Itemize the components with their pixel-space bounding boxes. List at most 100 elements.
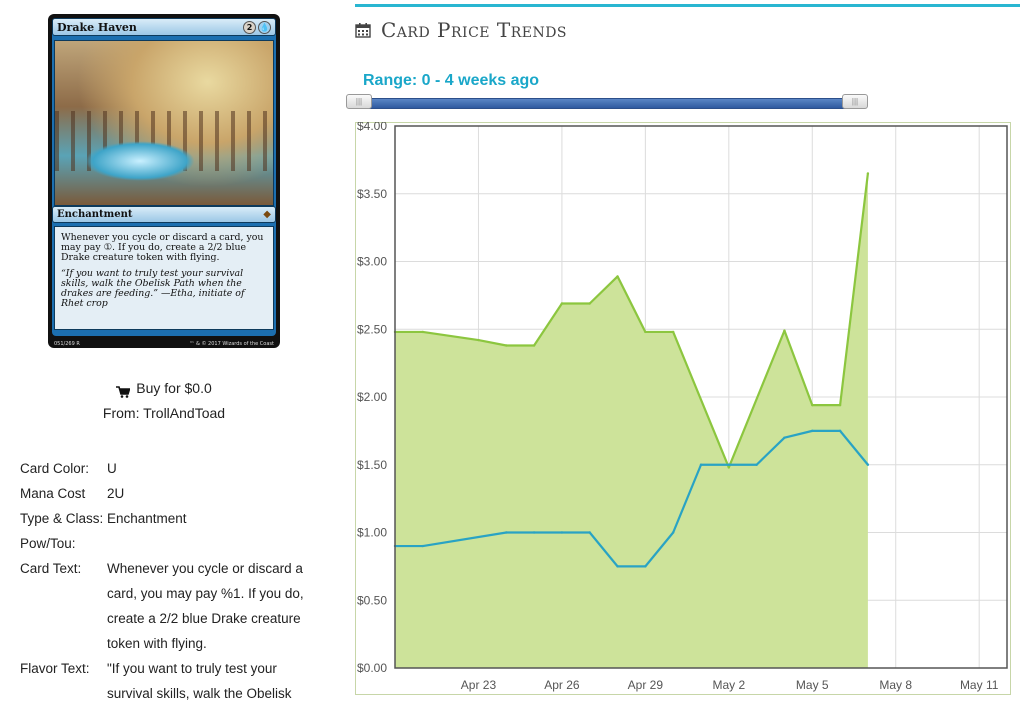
data-point-green	[477, 338, 480, 342]
x-tick-label: May 2	[712, 678, 745, 692]
detail-row-color: Card Color: U	[20, 456, 307, 481]
series-area-green	[395, 173, 868, 669]
price-section-title: Card Price Trends	[381, 18, 568, 42]
card-artwork	[54, 40, 274, 206]
data-point-green	[671, 330, 675, 334]
mana-generic-icon: 2	[243, 20, 256, 34]
detail-row-flavor-text: Flavor Text: "If you want to truly test …	[20, 656, 307, 706]
data-point-blue	[811, 429, 814, 433]
data-point-blue	[783, 436, 786, 439]
y-tick-label: $1.00	[357, 526, 387, 540]
data-point-blue	[755, 463, 758, 466]
data-point-blue	[727, 463, 731, 466]
data-point-green	[783, 329, 786, 332]
detail-value: "If you want to truly test your survival…	[107, 661, 292, 701]
card-name: Drake Haven	[57, 20, 137, 34]
y-tick-label: $3.00	[357, 255, 387, 269]
data-point-green	[421, 330, 425, 334]
detail-label: Flavor Text:	[20, 661, 90, 676]
data-point-green	[560, 302, 564, 305]
card-text-box: Whenever you cycle or discard a card, yo…	[54, 226, 274, 330]
detail-row-card-text: Card Text: Whenever you cycle or discard…	[20, 556, 307, 656]
detail-row-mana-cost: Mana Cost 2U	[20, 481, 307, 506]
card-image: Drake Haven 2 💧 Enchantment ◆ Whenever y…	[48, 14, 280, 348]
detail-label: Type & Class:	[20, 511, 104, 526]
y-tick-label: $3.50	[357, 187, 387, 201]
data-point-blue	[421, 544, 425, 548]
detail-row-pow-tou: Pow/Tou:	[20, 531, 307, 556]
card-footer: 051/269 R ™ & © 2017 Wizards of the Coas…	[54, 341, 274, 347]
buy-section: Buy for $0.0 From: TrollAndToad	[0, 376, 328, 421]
price-chart-svg: $0.00 $0.50 $1.00 $1.50 $2.00 $2.50 $3.00 $3.50…	[355, 119, 1011, 695]
detail-label: Pow/Tou:	[20, 536, 76, 551]
buy-button[interactable]: Buy for $0.0	[136, 380, 212, 396]
data-point-green	[532, 344, 536, 347]
section-top-rule	[355, 4, 1020, 7]
card-rules-text: Whenever you cycle or discard a card, yo…	[61, 232, 264, 263]
card-mana-cost: 2 💧	[243, 20, 271, 34]
detail-row-type: Type & Class: Enchantment	[20, 506, 307, 531]
y-tick-label: $0.00	[357, 661, 387, 675]
range-label: Range: 0 - 4 weeks ago	[363, 72, 540, 89]
detail-value: Enchantment	[107, 511, 187, 526]
y-tick-label: $2.50	[357, 322, 387, 336]
data-point-blue	[671, 531, 675, 534]
card-name-bar: Drake Haven 2 💧	[52, 18, 276, 36]
buy-link[interactable]: Buy for $0.0	[0, 376, 328, 398]
detail-label: Card Color:	[20, 461, 90, 476]
card-type-bar: Enchantment ◆	[52, 206, 276, 223]
detail-value: 2U	[107, 486, 125, 501]
data-point-green	[644, 330, 647, 334]
range-slider-min-handle[interactable]: |||	[346, 94, 372, 109]
series-line-blue	[395, 429, 869, 568]
y-tick-label: $1.50	[357, 458, 387, 472]
range-slider[interactable]: ||| |||	[346, 94, 868, 110]
x-tick-label: Apr 26	[544, 678, 580, 692]
data-point-green	[588, 302, 591, 305]
data-point-green	[727, 466, 731, 469]
card-type-line: Enchantment	[57, 209, 133, 220]
data-point-blue	[838, 429, 842, 433]
card-copyright: ™ & © 2017 Wizards of the Coast	[189, 341, 274, 347]
x-tick-label: Apr 29	[628, 678, 664, 692]
mana-blue-icon: 💧	[258, 20, 271, 34]
card-collector-number: 051/269 R	[54, 341, 80, 347]
range-slider-track[interactable]	[354, 98, 860, 109]
data-point-green	[616, 275, 619, 278]
detail-label: Card Text:	[20, 561, 82, 576]
card-details: Card Color: U Mana Cost 2U Type & Class:…	[20, 456, 307, 706]
data-point-blue	[699, 463, 703, 466]
data-point-blue	[644, 565, 647, 568]
data-point-blue	[588, 531, 591, 534]
art-water	[85, 141, 195, 181]
range-slider-max-handle[interactable]: |||	[842, 94, 868, 109]
plot-area-border	[394, 125, 1008, 669]
detail-label: Mana Cost	[20, 486, 86, 501]
x-tick-label: May 11	[960, 678, 999, 692]
data-point-blue	[616, 565, 619, 568]
price-section-header: Card Price Trends	[355, 18, 567, 42]
data-point-green	[838, 403, 842, 407]
data-point-blue	[505, 531, 508, 534]
data-point-green	[866, 172, 870, 175]
data-point-blue	[866, 463, 870, 466]
detail-value: U	[107, 461, 117, 476]
x-tick-label: Apr 23	[461, 678, 497, 692]
detail-value	[107, 531, 307, 556]
calendar-icon	[355, 23, 371, 38]
price-chart: $0.00 $0.50 $1.00 $1.50 $2.00 $2.50 $3.00 $3.50…	[355, 119, 1011, 702]
set-symbol-icon: ◆	[263, 209, 271, 220]
data-point-green	[811, 403, 814, 407]
card-flavor-text: “If you want to truly test your survival…	[61, 268, 245, 309]
vendor-label: From: TrollAndToad	[102, 405, 226, 421]
y-tick-label: $4.00	[357, 122, 387, 133]
x-tick-label: May 5	[796, 678, 829, 692]
data-point-green	[505, 344, 508, 347]
shopping-cart-icon[interactable]	[116, 386, 131, 398]
x-tick-label: May 8	[879, 678, 912, 692]
y-tick-label: $2.00	[357, 390, 387, 404]
y-tick-label: $0.50	[357, 593, 387, 607]
data-point-blue	[532, 531, 536, 534]
data-point-blue	[560, 531, 564, 534]
detail-value: Whenever you cycle or discard a card, yo…	[107, 561, 304, 651]
